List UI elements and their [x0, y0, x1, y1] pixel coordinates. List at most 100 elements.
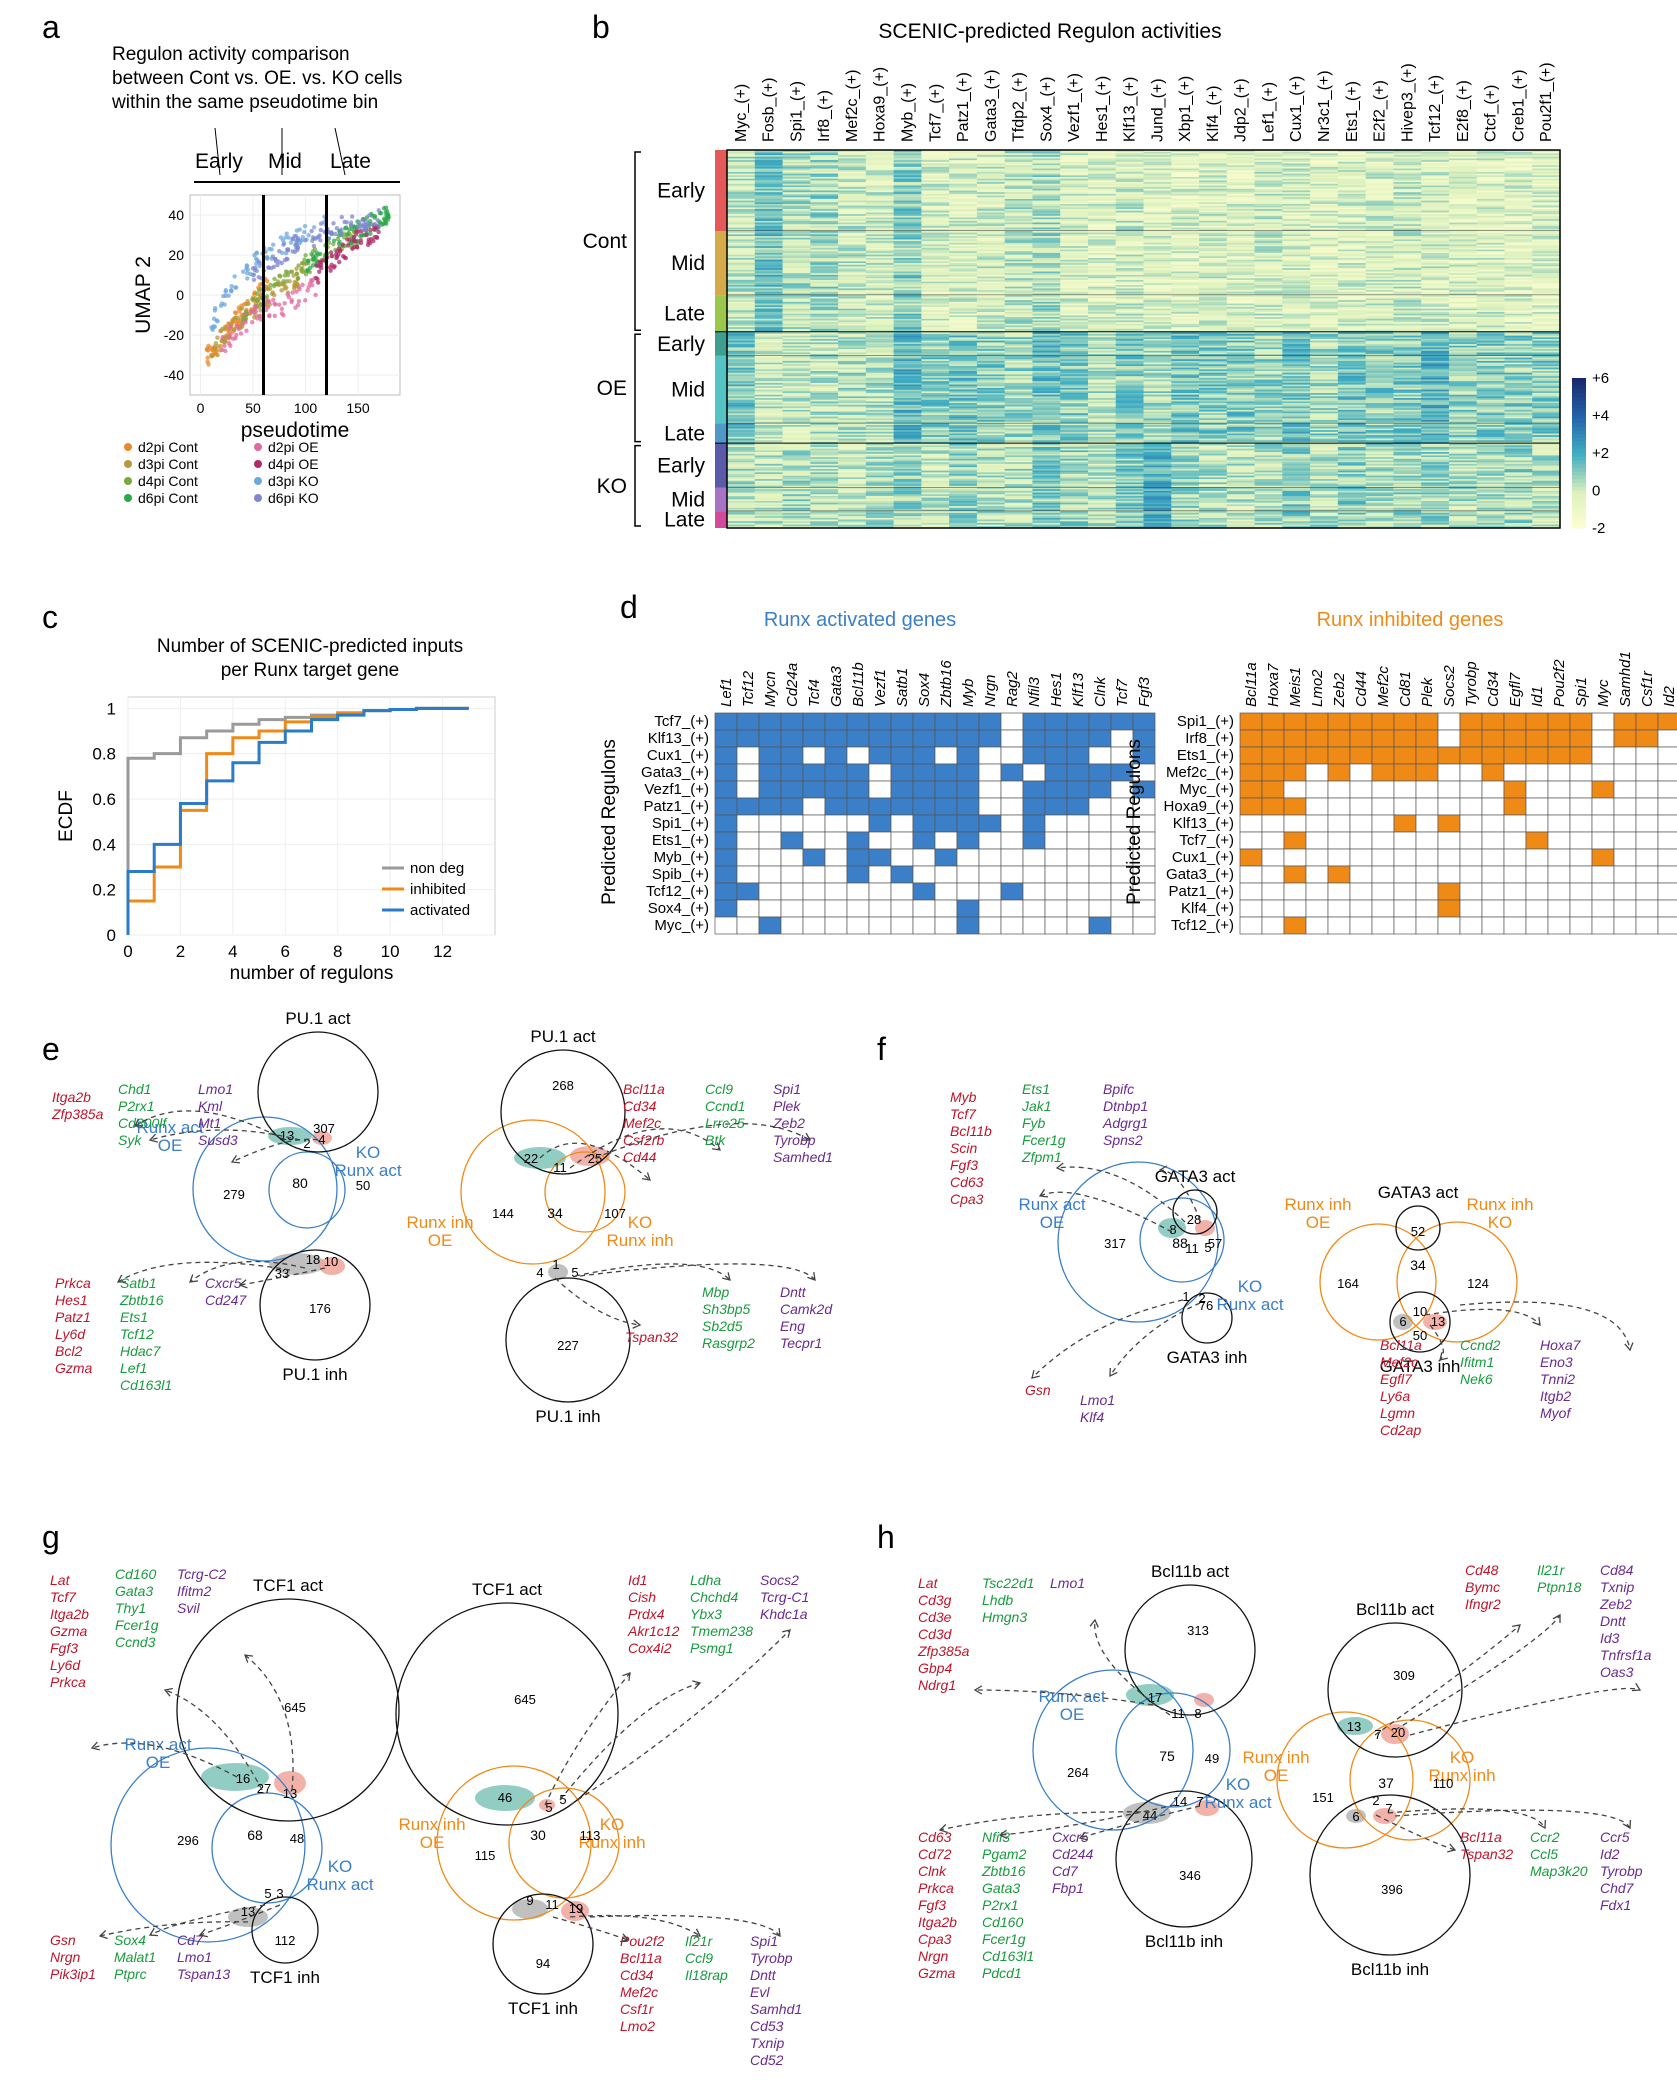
b-cell [1337, 214, 1367, 217]
b-cell [1171, 347, 1200, 350]
a-point [212, 324, 218, 329]
b-cell [976, 266, 1006, 269]
b-cell [1448, 310, 1478, 313]
b-cell [1393, 177, 1422, 180]
b-cell [1115, 239, 1145, 242]
b-cell [1087, 271, 1117, 274]
b-cell [1365, 259, 1394, 262]
b-cell [727, 305, 756, 308]
b-cell [1060, 193, 1089, 197]
b-cell [1337, 244, 1367, 247]
b-cell [1060, 374, 1089, 377]
b-cell [1282, 328, 1311, 332]
b-cell [1060, 171, 1089, 175]
b-cell [921, 296, 950, 300]
b-cell [1337, 187, 1367, 190]
b-cell [1504, 382, 1533, 386]
a-point [205, 355, 210, 360]
b-cell [810, 180, 839, 183]
b-cell [893, 296, 922, 300]
b-cell [949, 310, 978, 313]
b-cell [976, 352, 1006, 355]
b-cell [1393, 325, 1422, 328]
b-cell [893, 295, 922, 298]
b-cell [1226, 286, 1256, 289]
b-cell [1393, 372, 1422, 376]
b-cell [1060, 359, 1089, 362]
b-cell [1310, 187, 1339, 190]
b-cell [1532, 219, 1561, 222]
b-cell [949, 150, 978, 153]
b-cell [1254, 183, 1283, 187]
b-cell [1115, 290, 1145, 293]
b-cell [1060, 170, 1089, 173]
b-cell [1226, 283, 1256, 286]
b-cell [1087, 345, 1117, 349]
b-cell [1226, 234, 1256, 237]
b-cell [1087, 259, 1117, 262]
b-cell [1226, 205, 1256, 208]
b-cell [1004, 332, 1034, 335]
b-cell [976, 252, 1006, 256]
b-cell [1310, 254, 1339, 257]
b-cell [976, 166, 1006, 170]
b-cell [782, 183, 811, 187]
b-cell [1421, 251, 1450, 254]
b-cell [1337, 156, 1367, 160]
b-cell [1032, 372, 1061, 376]
b-cell [727, 296, 756, 300]
b-cell [1254, 161, 1283, 165]
b-cell [1060, 229, 1089, 232]
b-cell [1421, 177, 1450, 180]
b-cell [1226, 249, 1256, 252]
b-cell [1476, 236, 1506, 239]
b-cell [1310, 198, 1339, 202]
b-cell [1115, 244, 1145, 247]
b-cell [1504, 286, 1533, 289]
b-cell [1004, 342, 1034, 345]
b-cell [1226, 364, 1256, 367]
b-cell [921, 155, 950, 158]
b-cell [838, 352, 867, 355]
b-cell [1032, 318, 1061, 322]
b-cell [1226, 197, 1256, 200]
b-cell [1004, 215, 1034, 219]
b-cell [1226, 359, 1256, 362]
b-cell [1199, 231, 1228, 234]
b-cell [1476, 281, 1506, 284]
b-cell [1060, 180, 1089, 183]
b-cell [1199, 332, 1228, 335]
b-cell [1060, 283, 1089, 286]
a-point [344, 220, 350, 225]
b-cell [754, 158, 784, 161]
b-cell [1004, 301, 1034, 305]
b-cell [782, 160, 811, 163]
b-cell [1254, 202, 1283, 205]
b-cell [921, 354, 950, 357]
b-cell [1087, 313, 1117, 316]
b-cell [949, 175, 978, 178]
b-cell [1421, 160, 1450, 163]
b-cell [1504, 328, 1533, 332]
b-cell [1365, 247, 1394, 251]
a-legend-dot [124, 477, 132, 485]
b-cell [838, 178, 867, 181]
b-cell [1421, 293, 1450, 296]
b-cell [921, 320, 950, 323]
b-cell [1171, 285, 1200, 288]
b-cell [1171, 315, 1200, 318]
b-cell [838, 357, 867, 360]
b-cell [1115, 371, 1145, 374]
b-cell [727, 328, 756, 332]
b-cell [1115, 298, 1145, 301]
b-cell [1143, 377, 1172, 381]
b-cell [1087, 315, 1117, 318]
b-cell [1226, 188, 1256, 192]
b-cell [727, 234, 756, 237]
b-cell [1476, 276, 1506, 279]
b-cell [893, 252, 922, 256]
b-cell [1226, 305, 1256, 308]
b-cell [1476, 202, 1506, 205]
b-cell [921, 352, 950, 355]
b-cell [893, 347, 922, 350]
